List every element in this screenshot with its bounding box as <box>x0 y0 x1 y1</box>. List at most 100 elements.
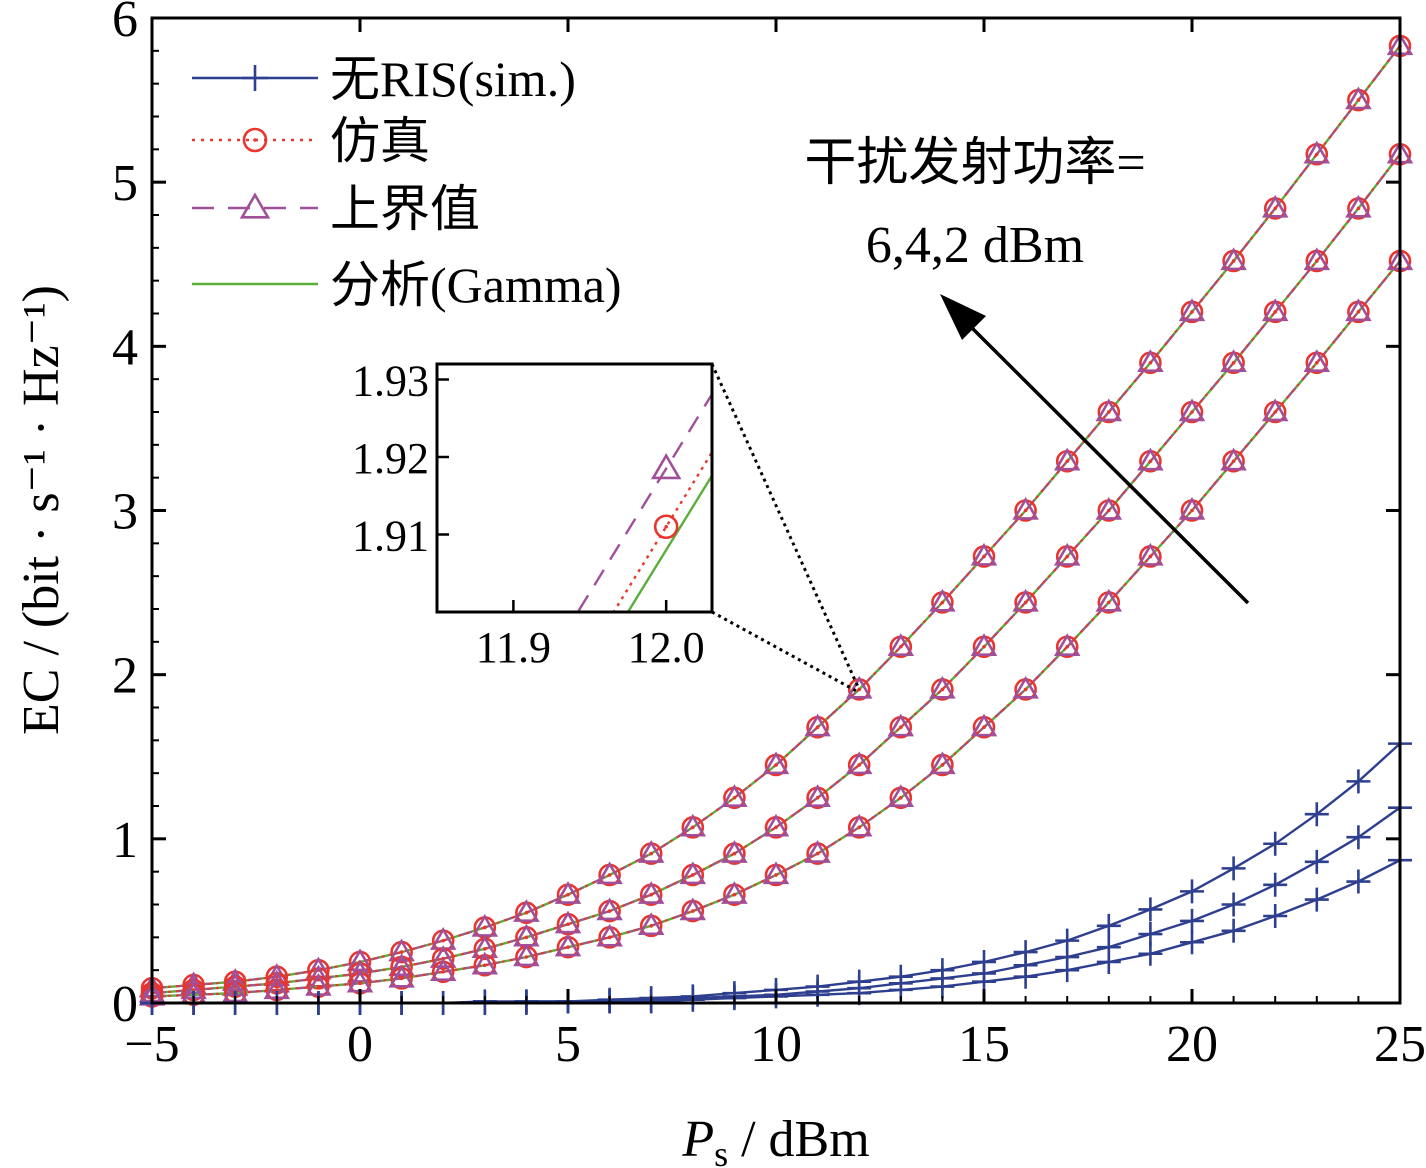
point-circle-center <box>1065 459 1069 464</box>
y-tick-label: 4 <box>112 319 138 376</box>
point-circle-center <box>940 687 945 692</box>
point-circle-center <box>1065 554 1069 559</box>
point-circle-center <box>441 938 446 943</box>
point-plus <box>1096 949 1121 974</box>
point-circle-center <box>483 947 487 951</box>
point-triangle <box>1345 298 1372 322</box>
point-circle-center <box>691 909 695 913</box>
point-triangle <box>388 953 415 977</box>
point-triangle <box>637 840 665 863</box>
point-circle-center <box>1023 600 1028 605</box>
point-plus <box>1013 964 1038 989</box>
point-plus <box>1346 869 1371 894</box>
point-circle-center <box>607 873 612 877</box>
legend-marker-plus <box>242 65 268 91</box>
point-triangle <box>596 897 623 921</box>
point-triangle <box>429 958 457 982</box>
point-plus <box>1304 802 1329 827</box>
point-plus <box>1221 892 1246 917</box>
point-circle-center <box>1356 98 1361 102</box>
point-plus <box>1221 918 1246 943</box>
point-circle-center <box>899 725 903 729</box>
point-triangle <box>554 881 582 904</box>
point-triangle <box>1220 349 1247 372</box>
point-circle-center <box>732 892 737 897</box>
point-triangle <box>1137 447 1164 471</box>
point-triangle <box>1220 447 1247 471</box>
point-circle-center <box>1148 360 1153 365</box>
point-circle-center <box>566 922 570 926</box>
x-axis-label: Ps / dBm <box>681 1111 869 1168</box>
y-axis-label: EC / (bit · s⁻¹ · Hz⁻¹) <box>13 285 70 735</box>
legend-label: 无RIS(sim.) <box>330 51 576 107</box>
point-triangle <box>929 751 956 775</box>
point-triangle <box>1261 398 1289 422</box>
point-triangle <box>1053 447 1081 471</box>
inset-marker-circle <box>653 514 679 540</box>
point-circle-center <box>607 935 612 940</box>
point-circle-center <box>857 763 861 767</box>
point-circle-center <box>483 925 487 930</box>
point-circle-center <box>524 935 529 940</box>
y-tick-label: 3 <box>112 484 138 541</box>
inset-line-upper <box>576 393 712 612</box>
point-circle-center <box>1315 360 1319 365</box>
point-triangle <box>1220 247 1247 271</box>
point-circle-center <box>1356 310 1361 314</box>
legend-marker-triangle <box>239 192 271 219</box>
point-circle-center <box>1273 410 1277 414</box>
point-circle-center <box>1190 410 1194 414</box>
inset-x-tick-label: 11.9 <box>476 623 551 672</box>
inset-x-tick-label: 12.0 <box>628 623 705 672</box>
x-tick-label: 25 <box>1374 1016 1426 1073</box>
point-triangle <box>1012 588 1039 612</box>
point-triangle <box>804 713 831 737</box>
point-triangle <box>596 861 623 885</box>
point-circle-center <box>358 981 362 986</box>
point-triangle <box>970 713 998 737</box>
point-triangle <box>762 751 790 775</box>
point-circle-center <box>1231 259 1236 263</box>
inset-frame <box>435 362 714 614</box>
point-triangle <box>554 910 582 934</box>
point-circle-center <box>1231 459 1236 464</box>
inset-line-analysis <box>626 474 712 612</box>
point-plus <box>1221 856 1246 881</box>
point-triangle <box>429 945 457 968</box>
x-tick-label: 5 <box>555 1016 581 1073</box>
point-triangle <box>679 897 707 921</box>
point-triangle <box>970 542 998 566</box>
y-tick-label: 6 <box>112 0 138 48</box>
point-circle-center <box>774 763 778 767</box>
point-circle-center <box>899 644 903 649</box>
annotation: 干扰发射功率= 6,4,2 dBm <box>804 135 1250 605</box>
point-circle-center <box>1065 644 1069 649</box>
point-circle-center <box>1356 206 1361 211</box>
point-triangle <box>637 912 665 936</box>
point-circle-center <box>982 644 986 649</box>
point-circle-center <box>1148 554 1153 559</box>
y-tick-label: 2 <box>112 648 138 705</box>
point-circle-center <box>483 963 487 968</box>
point-triangle <box>1345 86 1372 110</box>
point-triangle <box>804 840 831 863</box>
annotation-arrow-head <box>940 294 986 340</box>
point-circle-center <box>774 825 778 830</box>
point-circle-center <box>732 851 737 856</box>
point-triangle <box>388 938 415 962</box>
point-triangle <box>762 861 790 885</box>
point-plus <box>1304 849 1329 874</box>
point-circle-center <box>1023 508 1028 513</box>
annotation-line-1: 干扰发射功率= <box>804 135 1145 192</box>
legend-label: 仿真 <box>330 113 430 169</box>
point-triangle <box>513 943 540 967</box>
point-triangle <box>1261 298 1289 322</box>
point-circle-center <box>649 924 653 928</box>
point-circle-center <box>191 988 196 992</box>
point-triangle <box>1345 194 1372 218</box>
point-triangle <box>1137 542 1164 566</box>
y-tick-label: 5 <box>112 155 138 212</box>
point-plus <box>1263 872 1288 897</box>
point-plus <box>1180 879 1204 904</box>
